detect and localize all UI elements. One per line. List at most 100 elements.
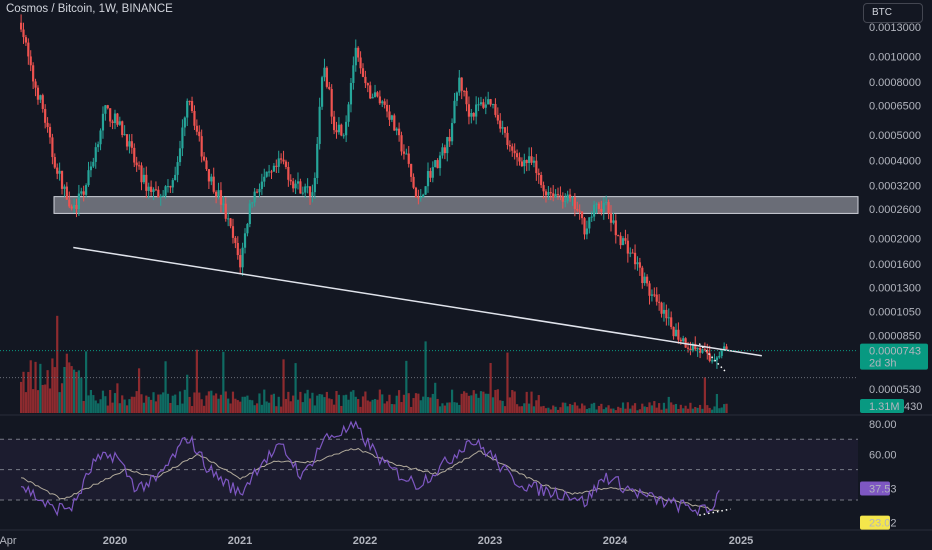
volume-bar [513, 391, 516, 413]
candle-body [385, 104, 389, 112]
volume-bar [135, 391, 138, 413]
volume-bar [593, 402, 596, 413]
volume-bar [152, 392, 155, 413]
volume-bar [612, 408, 615, 413]
volume-bar [354, 396, 357, 413]
volume-bar [422, 396, 425, 413]
candle-body [352, 65, 355, 83]
price-axis[interactable]: 0.0013000 0.0010000 0.0008000 0.0006500 0.00… [869, 22, 921, 396]
volume-bar [463, 391, 466, 413]
candle-body [162, 195, 165, 197]
volume-bar [453, 402, 456, 413]
volume-bar [284, 398, 288, 413]
volume-bar [715, 393, 719, 413]
candle-body [641, 267, 644, 284]
volume-bar [125, 405, 129, 413]
volume-bar [325, 391, 328, 413]
candle-body [205, 160, 208, 170]
volume-bar [140, 394, 143, 413]
volume-bar [686, 408, 690, 413]
price-tick-label: 0.0010000 [869, 52, 921, 64]
volume-bar [458, 404, 461, 413]
candle-body [477, 104, 480, 106]
candle-body [571, 196, 574, 199]
volume-bar [624, 408, 627, 413]
volume-bar [494, 389, 497, 413]
candle-body [612, 220, 615, 223]
volume-bar [405, 360, 408, 413]
candle-body [453, 100, 456, 124]
candle-body [400, 135, 403, 152]
candle-body [241, 247, 244, 268]
volume-bar [265, 401, 268, 413]
volume-bar [282, 359, 285, 413]
price-tick-label: 0.0001300 [869, 282, 921, 294]
candle-body [80, 191, 83, 194]
symbol-title[interactable]: Cosmos / Bitcoin, 1W, BINANCE [6, 3, 173, 15]
volume-bar [520, 406, 523, 413]
volume-bar [85, 351, 88, 413]
volume-bar [708, 407, 711, 413]
volume-bar [549, 409, 552, 413]
candle-body [113, 113, 117, 123]
volume-bar [157, 394, 160, 413]
volume-bar [672, 404, 675, 413]
volume-bar [311, 392, 314, 413]
candle-body [491, 104, 495, 106]
candle-body [414, 187, 418, 198]
volume-bar [381, 394, 384, 413]
rsi-ma-badge [860, 515, 890, 530]
candle-body [626, 240, 629, 254]
candle-body [236, 242, 239, 256]
volume-bar [491, 397, 495, 413]
candle-body [193, 111, 196, 126]
volume-bar [450, 389, 454, 413]
candle-body [515, 153, 519, 158]
volume-bar [641, 403, 644, 413]
volume-bar [477, 397, 480, 413]
price-tick-label: 0.0001050 [869, 306, 921, 318]
candle-body [87, 170, 90, 186]
currency-button[interactable]: BTC [863, 3, 923, 23]
candle-body [412, 176, 415, 188]
candle-body [282, 159, 285, 162]
volume-bar [308, 398, 312, 413]
volume-bar [633, 403, 637, 413]
candle-body [465, 90, 468, 105]
volume-bar [178, 391, 182, 413]
time-axis[interactable]: Apr 2020 2021 2022 2023 2024 2025 [0, 535, 753, 547]
candle-body [277, 158, 280, 167]
candle-body [535, 160, 538, 174]
candle-body [316, 143, 319, 178]
candle-body [650, 294, 654, 296]
candle-body [715, 357, 719, 361]
volume-bar [665, 408, 668, 413]
volume-bar [518, 406, 521, 413]
volume-bar [484, 393, 487, 413]
candle-body [306, 186, 309, 188]
time-tick-label: 2023 [478, 535, 502, 547]
volume-bar [195, 349, 198, 413]
candle-body [484, 104, 487, 108]
candle-body [378, 96, 381, 104]
candle-body [458, 77, 461, 93]
candle-body [63, 186, 66, 189]
volume-bar [713, 406, 716, 413]
volume-bar [564, 402, 567, 413]
volume-bar [304, 393, 307, 413]
volume-bar [272, 393, 276, 413]
volume-bar [677, 409, 680, 413]
volume-bar [46, 370, 49, 413]
candle-body [20, 22, 23, 30]
candle-body [708, 353, 711, 361]
volume-bar [479, 391, 483, 413]
volume-bar [371, 399, 374, 413]
volume-bar [111, 402, 114, 413]
candle-body [431, 167, 434, 178]
volume-bar [287, 391, 290, 413]
volume-bar [424, 341, 427, 413]
candle-body [619, 235, 622, 246]
candle-body [373, 92, 377, 98]
